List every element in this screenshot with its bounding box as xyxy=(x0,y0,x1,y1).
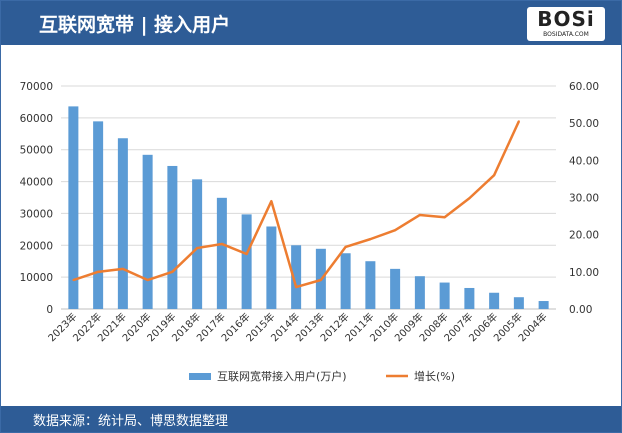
y-left-tick-label: 10000 xyxy=(20,272,53,284)
y-left-tick-label: 20000 xyxy=(20,240,53,252)
bar xyxy=(241,214,252,309)
bar xyxy=(538,301,549,309)
bar xyxy=(93,121,104,310)
y-right-tick-label: 30.00 xyxy=(569,193,599,205)
chart-title: 互联网宽带 | 接入用户 xyxy=(39,14,231,36)
legend-bar-label: 互联网宽带接入用户(万户) xyxy=(217,369,347,383)
bar xyxy=(390,268,401,309)
line-point xyxy=(72,279,75,282)
footer-bar: 数据来源：统计局、博思数据整理 xyxy=(1,406,621,432)
bosi-logo: BOSi BOSIDATA.COM xyxy=(527,7,605,41)
line-point xyxy=(517,120,520,123)
line-point xyxy=(245,252,248,255)
y-right-tick-label: 20.00 xyxy=(569,230,599,242)
y-left-tick-label: 50000 xyxy=(20,145,53,157)
line-point xyxy=(295,286,298,289)
line-point xyxy=(220,242,223,245)
bar xyxy=(513,297,524,309)
header-bar: 互联网宽带 | 接入用户 BOSi BOSIDATA.COM xyxy=(1,1,621,45)
line-point xyxy=(171,270,174,273)
bar xyxy=(142,154,153,309)
line-point xyxy=(418,213,421,216)
bar xyxy=(365,261,376,309)
line-point xyxy=(443,216,446,219)
chart: 0 10000 20000 30000 40000 50000 60000 70000 0.00… xyxy=(20,81,599,383)
bar xyxy=(489,292,500,309)
y-right-tick-label: 40.00 xyxy=(569,155,599,167)
y-left-tick-label: 30000 xyxy=(20,208,53,220)
y-left-tick-label: 40000 xyxy=(20,177,53,189)
y-left-tick-label: 70000 xyxy=(20,81,53,93)
bar xyxy=(414,276,425,309)
y-left-tick-label: 60000 xyxy=(20,113,53,125)
line-point xyxy=(394,229,397,232)
y-right-tick-label: 0.00 xyxy=(569,304,592,316)
bar xyxy=(68,106,79,309)
line-point xyxy=(121,267,124,270)
bar xyxy=(439,282,450,309)
bar xyxy=(117,138,128,309)
line-point xyxy=(97,270,100,273)
y-right-tick-label: 60.00 xyxy=(569,81,599,93)
line-point xyxy=(493,174,496,177)
y-right-tick-label: 10.00 xyxy=(569,267,599,279)
legend-bar-swatch xyxy=(189,373,211,380)
bar xyxy=(340,253,351,309)
legend-line-label: 增长(%) xyxy=(414,369,455,383)
bar xyxy=(192,179,203,309)
line-point xyxy=(319,279,322,282)
bar xyxy=(266,226,277,309)
bar xyxy=(216,197,227,309)
y-right-tick-label: 50.00 xyxy=(569,118,599,130)
bar xyxy=(167,165,178,309)
bar xyxy=(464,287,475,309)
y-left-tick-label: 0 xyxy=(46,304,53,316)
line-point xyxy=(196,247,199,250)
bar xyxy=(291,245,302,309)
line-point xyxy=(344,245,347,248)
line-point xyxy=(146,279,149,282)
line-point xyxy=(468,197,471,200)
line-point xyxy=(369,238,372,241)
data-source: 数据来源：统计局、博思数据整理 xyxy=(33,414,229,429)
line-point xyxy=(270,200,273,203)
